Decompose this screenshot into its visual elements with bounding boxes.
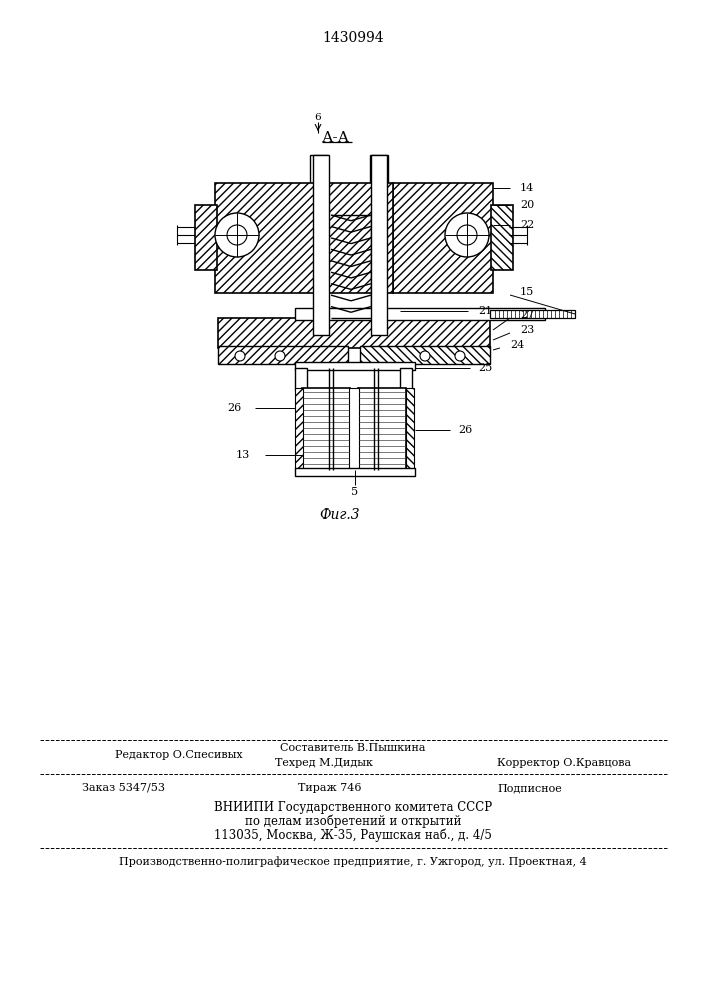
Text: 5: 5 (351, 487, 358, 497)
Bar (295, 388, 303, 470)
Bar (371, 155, 387, 335)
Text: 26: 26 (228, 403, 242, 413)
Bar (218, 318, 490, 348)
Text: 14: 14 (520, 183, 534, 193)
Bar (370, 155, 388, 185)
Text: 113035, Москва, Ж-35, Раушская наб., д. 4/5: 113035, Москва, Ж-35, Раушская наб., д. … (214, 828, 492, 842)
Bar (315, 183, 393, 293)
Text: 27: 27 (520, 310, 534, 320)
Text: 15: 15 (520, 287, 534, 297)
Circle shape (275, 351, 285, 361)
Text: 22: 22 (520, 220, 534, 230)
Text: ВНИИПИ Государственного комитета СССР: ВНИИПИ Государственного комитета СССР (214, 800, 492, 814)
Bar (393, 183, 493, 293)
Circle shape (457, 225, 477, 245)
Bar (215, 183, 315, 293)
Bar (310, 155, 328, 185)
Bar (491, 205, 513, 270)
Text: Редактор О.Спесивых: Редактор О.Спесивых (115, 750, 243, 760)
Text: 13: 13 (235, 450, 250, 460)
Text: 26: 26 (458, 425, 472, 435)
Bar (358, 388, 406, 470)
Text: Фиг.3: Фиг.3 (320, 508, 361, 522)
Bar (295, 468, 415, 476)
Text: Корректор О.Кравцова: Корректор О.Кравцова (497, 758, 631, 768)
Bar (295, 362, 415, 370)
Text: 23: 23 (520, 325, 534, 335)
Text: Тираж 746: Тираж 746 (298, 783, 362, 793)
Circle shape (455, 351, 465, 361)
Bar (295, 368, 307, 390)
Text: по делам изобретений и открытий: по делам изобретений и открытий (245, 814, 461, 828)
Text: 21: 21 (478, 306, 492, 316)
Bar (406, 388, 414, 470)
Bar (295, 308, 545, 320)
Bar (218, 346, 348, 364)
Circle shape (235, 351, 245, 361)
Text: 1430994: 1430994 (322, 31, 384, 45)
Bar (490, 310, 575, 318)
Circle shape (445, 213, 489, 257)
Bar (195, 205, 217, 270)
Text: 20: 20 (520, 200, 534, 210)
Text: 24: 24 (510, 340, 525, 350)
Bar (400, 368, 412, 390)
Text: Производственно-полиграфическое предприятие, г. Ужгород, ул. Проектная, 4: Производственно-полиграфическое предприя… (119, 857, 587, 867)
Bar (313, 155, 329, 335)
Text: Заказ 5347/53: Заказ 5347/53 (82, 783, 165, 793)
Circle shape (215, 213, 259, 257)
Circle shape (227, 225, 247, 245)
Text: Подписное: Подписное (497, 783, 562, 793)
Text: Техред М.Дидык: Техред М.Дидык (275, 758, 373, 768)
Circle shape (420, 351, 430, 361)
Text: 25: 25 (478, 363, 492, 373)
Text: 6: 6 (315, 113, 321, 122)
Bar (302, 388, 350, 470)
Text: А-А: А-А (322, 131, 350, 145)
Bar (349, 388, 359, 470)
Text: Составитель В.Пышкина: Составитель В.Пышкина (280, 743, 426, 753)
Bar (360, 346, 490, 364)
